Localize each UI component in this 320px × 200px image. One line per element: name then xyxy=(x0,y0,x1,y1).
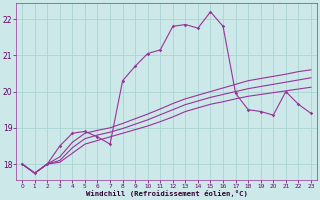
X-axis label: Windchill (Refroidissement éolien,°C): Windchill (Refroidissement éolien,°C) xyxy=(86,190,247,197)
